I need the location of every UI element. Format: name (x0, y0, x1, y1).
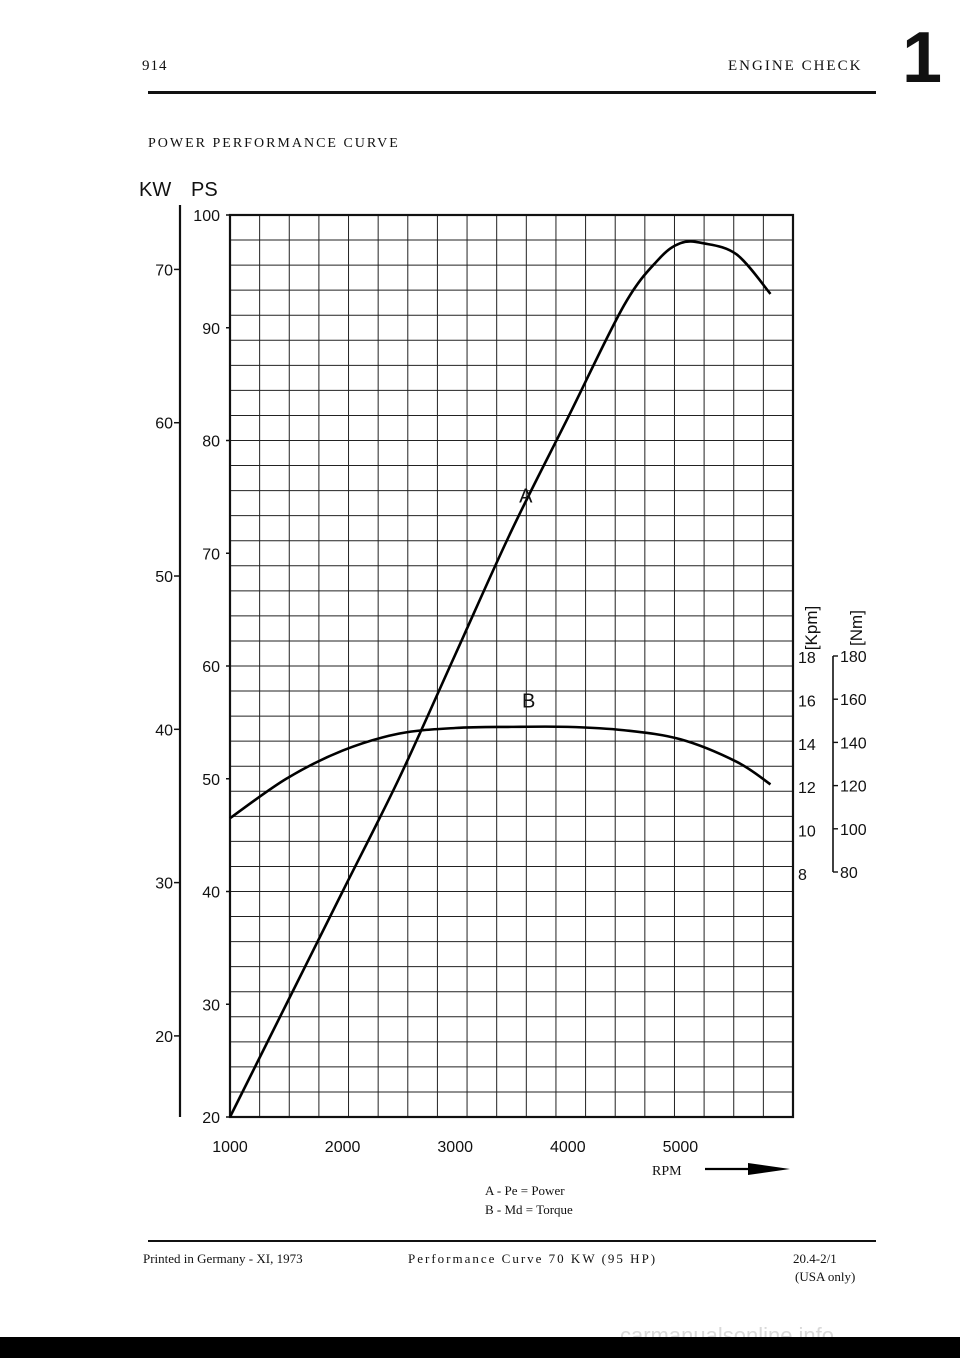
bottom-band (0, 1337, 960, 1358)
header-section-title: ENGINE CHECK (728, 58, 863, 74)
nm-tick-label: 100 (840, 822, 867, 839)
kw-tick-label: 70 (155, 262, 173, 279)
ps-axis-label: PS (191, 179, 218, 201)
kw-axis-label: KW (139, 179, 171, 201)
nm-tick-label: 140 (840, 735, 867, 752)
series-b-line (229, 725, 772, 820)
kpm-tick-label: 8 (798, 867, 807, 884)
section-number: 1 (902, 18, 943, 98)
chart-axes (178, 205, 834, 1175)
footer-reference: 20.4-2/1 (793, 1251, 837, 1266)
footer-printed: Printed in Germany - XI, 1973 (143, 1251, 303, 1266)
nm-tick-label: 80 (840, 865, 858, 882)
kw-tick-label: 60 (155, 416, 173, 433)
kpm-tick-label: 14 (798, 737, 816, 754)
legend-entry-a: A - Pe = Power (485, 1183, 565, 1198)
kw-tick-label: 20 (155, 1029, 173, 1046)
series-a-line (228, 240, 772, 1118)
rpm-tick-label: 3000 (437, 1139, 473, 1156)
kw-tick-label: 40 (155, 722, 173, 739)
rpm-tick-label: 4000 (550, 1139, 586, 1156)
chart-series (228, 240, 772, 1118)
legend-entry-b: B - Md = Torque (485, 1202, 573, 1217)
rpm-tick-label: 1000 (212, 1139, 248, 1156)
nm-tick-label: 120 (840, 779, 867, 796)
rpm-tick-label: 2000 (325, 1139, 361, 1156)
kpm-tick-label: 10 (798, 824, 816, 841)
footer-caption: Performance Curve 70 KW (95 HP) (408, 1251, 658, 1266)
series-b-label: B (522, 691, 535, 713)
ps-tick-label: 90 (202, 321, 220, 338)
nm-tick-label: 160 (840, 692, 867, 709)
ps-tick-label: 30 (202, 997, 220, 1014)
series-a-label: A (519, 486, 533, 508)
kpm-axis-label: [Kpm] (802, 606, 821, 650)
chart-ticks (174, 214, 838, 1118)
ps-tick-label: 20 (202, 1110, 220, 1127)
nm-axis-label: [Nm] (847, 610, 866, 646)
chart-labels: KW PS 100 90 80 70 60 50 40 30 20 70 60 50 40 30 20 1000 2… (139, 179, 867, 1156)
chart-title: POWER PERFORMANCE CURVE (148, 136, 400, 151)
ps-tick-label: 80 (202, 434, 220, 451)
ps-tick-label: 100 (193, 208, 220, 225)
ps-tick-label: 60 (202, 659, 220, 676)
kpm-tick-label: 16 (798, 693, 816, 710)
rpm-axis-label: RPM (652, 1164, 682, 1179)
kpm-tick-label: 12 (798, 780, 816, 797)
header-rule (148, 91, 876, 94)
rpm-arrow-head (748, 1163, 790, 1175)
nm-tick-label: 180 (840, 649, 867, 666)
kpm-tick-label: 18 (798, 650, 816, 667)
ps-tick-label: 50 (202, 772, 220, 789)
footer-region: (USA only) (795, 1269, 856, 1284)
kw-tick-label: 50 (155, 569, 173, 586)
footer-rule (148, 1240, 876, 1242)
chart-grid (230, 215, 793, 1117)
kw-tick-label: 30 (155, 876, 173, 893)
ps-tick-label: 40 (202, 885, 220, 902)
rpm-tick-label: 5000 (663, 1139, 699, 1156)
header-model: 914 (142, 58, 168, 74)
ps-tick-label: 70 (202, 546, 220, 563)
